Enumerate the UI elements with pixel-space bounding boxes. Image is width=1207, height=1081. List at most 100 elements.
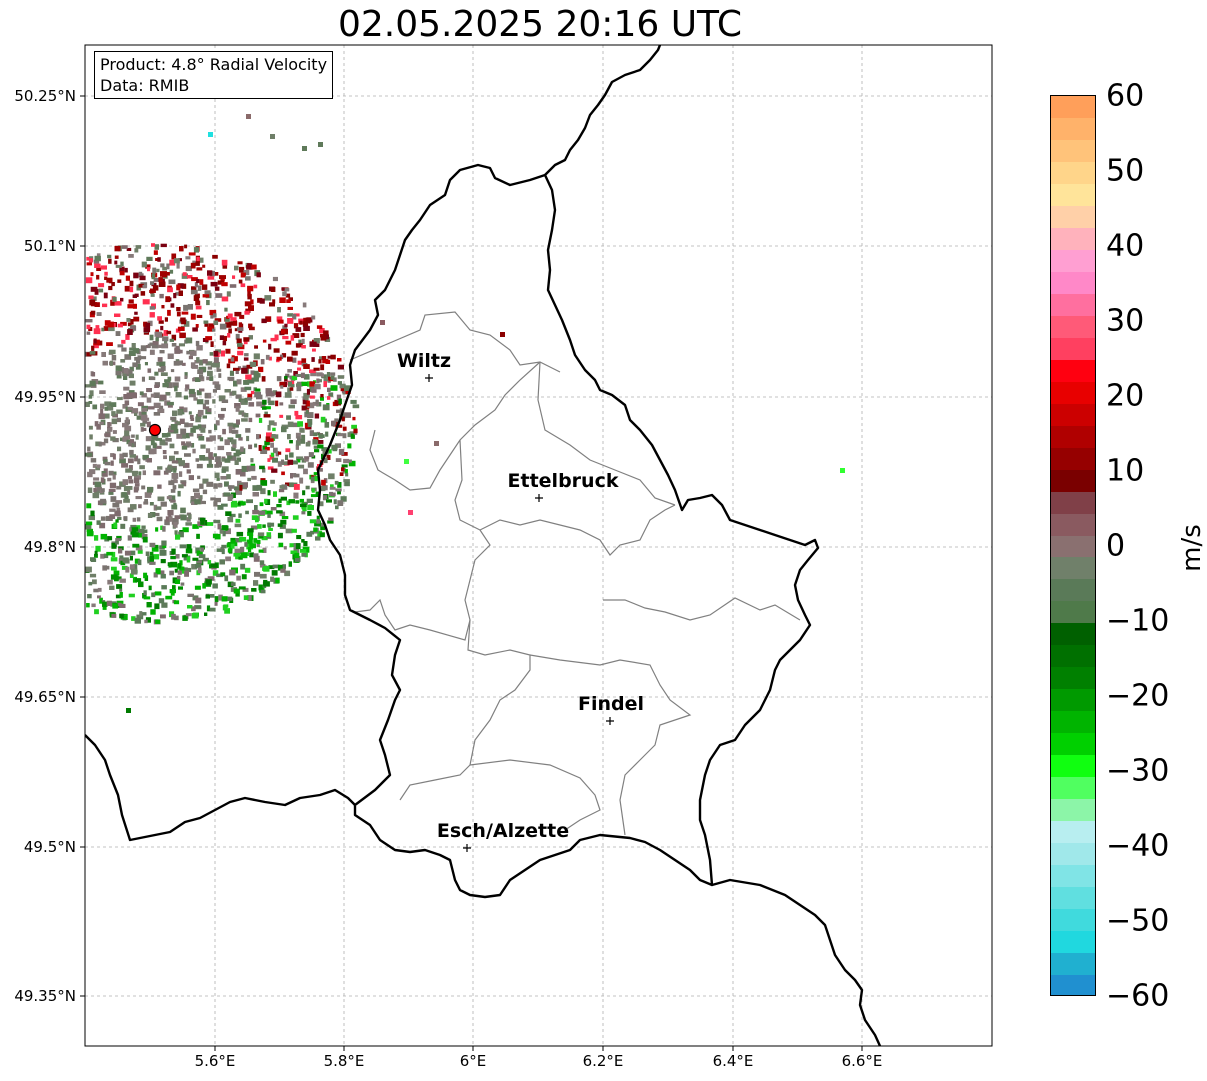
echo-pixel [198, 409, 204, 416]
echo-pixel [247, 595, 252, 601]
colorbar-band [1051, 843, 1095, 867]
colorbar-tick: −60 [1106, 978, 1170, 1014]
echo-pixel [295, 500, 300, 504]
echo-pixel [129, 555, 133, 561]
echo-pixel [219, 335, 225, 340]
colorbar-tick: −20 [1106, 678, 1170, 714]
echo-pixel [227, 455, 233, 459]
echo-pixel [229, 284, 237, 288]
echo-pixel [142, 470, 146, 476]
echo-pixel [131, 532, 139, 538]
echo-pixel [306, 388, 310, 395]
echo-pixel [246, 465, 251, 472]
echo-pixel [257, 532, 265, 537]
echo-pixel [260, 488, 266, 495]
echo-pixel [143, 572, 148, 579]
colorbar-band [1051, 733, 1095, 757]
echo-pixel [158, 320, 164, 324]
echo-pixel [111, 471, 117, 476]
echo-pixel [220, 350, 225, 357]
echo-pixel [195, 340, 200, 346]
echo-pixel [318, 379, 322, 383]
echo-pixel [295, 415, 303, 420]
echo-pixel [222, 531, 226, 537]
echo-pixel [241, 482, 248, 488]
echo-pixel [300, 503, 307, 508]
echo-pixel [154, 331, 161, 337]
echo-pixel [135, 545, 143, 551]
echo-pixel [305, 442, 311, 447]
echo-pixel [144, 492, 152, 498]
echo-pixel [123, 386, 130, 391]
echo-pixel [249, 326, 255, 331]
echo-pixel [110, 436, 116, 441]
echo-pixel [181, 432, 186, 439]
echo-pixel [253, 284, 258, 289]
echo-pixel [330, 375, 335, 380]
echo-pixel [279, 485, 285, 489]
echo-pixel [302, 396, 308, 401]
echo-pixel [207, 366, 213, 370]
echo-pixel [109, 360, 113, 366]
echo-pixel [207, 370, 213, 376]
echo-pixel [130, 319, 134, 325]
colorbar-band [1051, 403, 1095, 427]
echo-pixel [291, 473, 297, 478]
echo-pixel [235, 538, 242, 543]
echo-pixel [110, 299, 115, 306]
echo-pixel [113, 570, 120, 576]
echo-pixel [111, 566, 117, 571]
echo-pixel [299, 498, 304, 503]
echo-pixel [212, 254, 218, 259]
echo-pixel [224, 608, 230, 614]
echo-pixel [304, 411, 309, 418]
colorbar-band [1051, 887, 1095, 911]
echo-pixel [140, 291, 146, 296]
echo-pixel [262, 524, 266, 528]
colorbar-band [1051, 865, 1095, 889]
echo-pixel [127, 322, 132, 327]
echo-pixel [122, 372, 127, 377]
echo-pixel [224, 575, 229, 582]
echo-pixel [434, 441, 439, 446]
echo-pixel [173, 600, 180, 605]
echo-pixel [276, 359, 280, 363]
echo-pixel [241, 412, 246, 417]
echo-pixel [127, 329, 133, 335]
echo-pixel [247, 393, 253, 399]
echo-pixel [337, 375, 345, 379]
echo-pixel [214, 472, 220, 478]
echo-pixel [96, 253, 101, 258]
echo-pixel [86, 262, 92, 266]
echo-pixel [110, 557, 118, 562]
echo-pixel [293, 473, 300, 478]
echo-pixel [268, 343, 272, 350]
echo-pixel [121, 245, 128, 249]
echo-pixel [256, 539, 261, 544]
echo-pixel [192, 425, 199, 430]
echo-pixel [174, 347, 180, 351]
echo-pixel [230, 430, 238, 434]
echo-pixel [284, 375, 288, 380]
echo-pixel [139, 611, 143, 617]
echo-pixel [243, 357, 249, 361]
echo-pixel [213, 519, 221, 524]
echo-pixel [280, 568, 286, 573]
echo-pixel [144, 362, 148, 366]
echo-pixel [165, 392, 171, 396]
echo-pixel [226, 291, 231, 297]
echo-pixel [277, 461, 282, 467]
echo-pixel [121, 463, 129, 468]
echo-pixel [151, 303, 156, 309]
echo-pixel [307, 421, 312, 427]
echo-pixel [230, 317, 237, 321]
echo-pixel [129, 380, 136, 386]
echo-pixel [301, 405, 308, 411]
echo-pixel [227, 517, 234, 523]
colorbar [1050, 95, 1096, 996]
echo-pixel [223, 604, 229, 608]
echo-pixel [223, 335, 227, 342]
echo-pixel [159, 293, 164, 299]
echo-pixel [108, 488, 116, 492]
echo-pixel [128, 369, 133, 374]
